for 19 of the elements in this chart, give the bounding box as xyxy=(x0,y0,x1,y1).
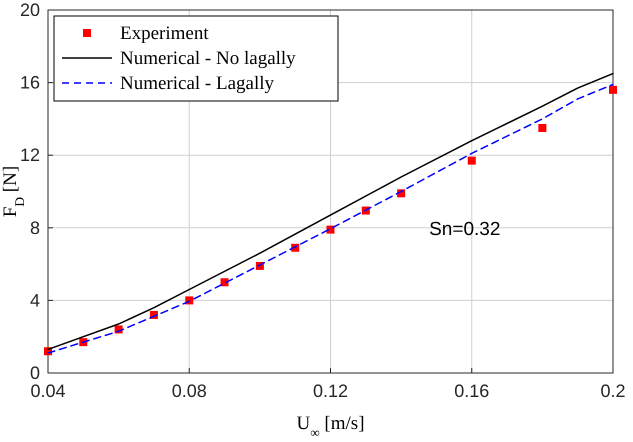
x-tick-label: 0.16 xyxy=(454,381,490,401)
y-tick-label: 16 xyxy=(20,72,40,93)
y-tick-label: 4 xyxy=(30,290,40,310)
x-tick-label: 0.04 xyxy=(30,381,66,401)
x-tick-label: 0.08 xyxy=(172,381,207,401)
y-tick-label: 0 xyxy=(30,363,40,383)
point xyxy=(609,86,617,94)
point xyxy=(538,124,546,132)
x-axis-title: U$_{∞}$ [m/s] xyxy=(296,413,365,440)
legend-label: Experiment xyxy=(120,23,210,44)
y-tick-label: 20 xyxy=(20,0,40,20)
legend-label: Numerical - Lagally xyxy=(120,73,275,94)
y-tick-label: 8 xyxy=(30,218,40,238)
annotation: Sn=0.32 xyxy=(429,218,500,240)
y-tick-label: 12 xyxy=(20,145,40,166)
x-tick-label: 0.2 xyxy=(600,381,626,401)
legend-label: Numerical - No lagally xyxy=(120,48,296,69)
point xyxy=(468,156,476,165)
x-tick-label: 0.12 xyxy=(312,381,348,401)
